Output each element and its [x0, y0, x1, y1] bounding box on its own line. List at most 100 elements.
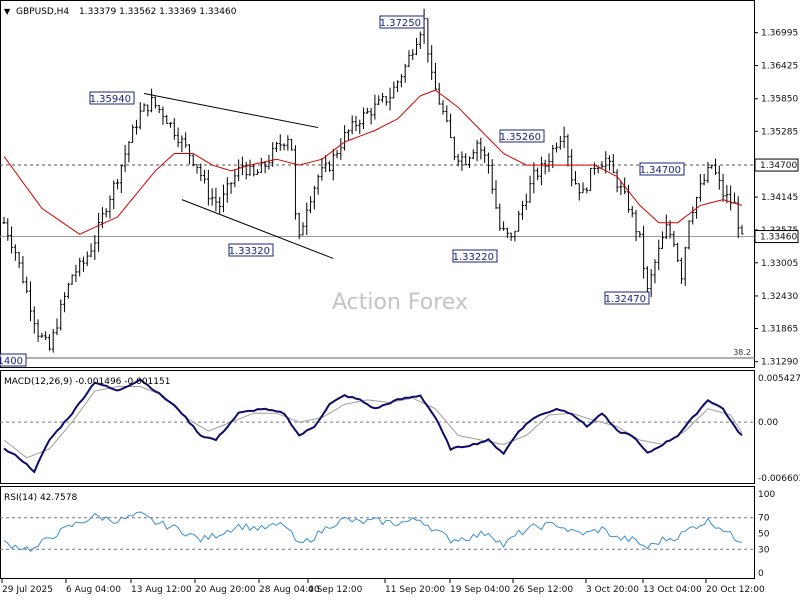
price-bar: [104, 208, 108, 218]
price-bar: [710, 164, 714, 169]
price-bar: [626, 184, 630, 213]
price-bar: [630, 205, 634, 218]
price-bar: [142, 103, 146, 112]
price-bar: [229, 182, 233, 194]
svg-text:1.33220: 1.33220: [453, 252, 494, 263]
price-bar: [456, 154, 460, 167]
price-bar: [687, 220, 691, 250]
swing-price-label: 1.33220: [452, 249, 498, 263]
price-bar: [6, 218, 10, 241]
swing-price-label: 1.34700: [639, 162, 685, 176]
price-bar: [661, 231, 665, 249]
time-axis-tick: 28 Aug 04:00: [259, 585, 320, 595]
price-bar: [214, 187, 218, 212]
svg-text:1.32470: 1.32470: [605, 294, 646, 305]
price-bar: [585, 187, 589, 194]
price-bar: [577, 183, 581, 201]
price-bar: [108, 195, 112, 219]
time-axis-tick: 29 Jul 2025: [2, 585, 53, 595]
time-axis-tick: 13 Aug 12:00: [131, 585, 192, 595]
price-bar: [161, 106, 165, 125]
svg-text:1.35940: 1.35940: [90, 94, 131, 105]
price-bar: [47, 334, 51, 351]
price-bar: [634, 209, 638, 242]
price-axis-tick: 1.36995: [761, 29, 798, 39]
macd-axis-tick: 0.005427: [758, 374, 800, 384]
price-bar: [32, 306, 36, 334]
price-bar: [274, 141, 278, 152]
macd-axis-tick: 0.00: [758, 418, 778, 428]
price-bar: [2, 216, 6, 225]
collapse-arrow-icon[interactable]: ▼: [4, 7, 11, 16]
price-bar: [180, 135, 184, 153]
price-axis-tick: 1.35850: [761, 95, 798, 105]
price-bar: [706, 162, 710, 183]
price-bar: [555, 142, 559, 153]
swing-price-label: 1.32470: [604, 291, 650, 305]
price-bar: [558, 136, 562, 150]
price-bar: [380, 93, 384, 103]
swing-price-label: 1.37250: [379, 15, 425, 29]
macd-panel-frame: [0, 370, 755, 484]
price-bar: [615, 169, 619, 193]
svg-text:1.33320: 1.33320: [229, 246, 270, 257]
resistance-price-tag-text: 1.34700: [760, 161, 797, 171]
price-bar: [123, 145, 127, 172]
price-bar: [10, 226, 14, 254]
price-bar: [611, 153, 615, 174]
price-bar: [263, 161, 267, 174]
price-bar: [218, 196, 222, 214]
price-bar: [134, 119, 138, 135]
price-bar: [426, 18, 430, 63]
price-bar: [532, 162, 536, 194]
time-axis-tick: 20 Aug 20:00: [195, 585, 256, 595]
price-axis-tick: 1.32430: [761, 292, 798, 302]
price-bar: [494, 180, 498, 209]
price-bar: [411, 49, 415, 61]
trendline-2: [181, 199, 334, 259]
price-bar: [252, 164, 256, 177]
price-bar: [316, 174, 320, 195]
price-bar: [290, 138, 294, 151]
rsi-axis-tick: 50: [758, 530, 770, 540]
price-bar: [638, 231, 642, 238]
price-bar: [570, 149, 574, 187]
price-bar: [468, 156, 472, 168]
time-axis-tick: 3 Oct 20:00: [586, 585, 639, 595]
price-bar: [85, 251, 89, 266]
price-bar: [449, 113, 453, 139]
price-bar: [335, 149, 339, 159]
price-axis-tick: 1.35285: [761, 127, 798, 137]
swing-price-label: 1.35260: [499, 129, 545, 143]
swing-price-label: 1400: [0, 353, 27, 367]
price-bar: [127, 141, 131, 163]
price-bar: [78, 257, 82, 277]
price-bar: [324, 154, 328, 173]
price-bar: [248, 159, 252, 177]
price-bar: [592, 162, 596, 175]
price-bar: [176, 127, 180, 148]
price-bar: [433, 62, 437, 90]
price-bar: [445, 105, 449, 123]
price-bar: [653, 259, 657, 284]
price-axis-tick: 1.33005: [761, 259, 798, 269]
svg-text:1400: 1400: [0, 356, 23, 367]
rsi-header: RSI(14) 42.7578: [4, 493, 77, 503]
price-bar: [498, 203, 502, 231]
price-bar: [407, 50, 411, 68]
price-axis-tick: 1.31290: [761, 358, 798, 368]
price-bar: [524, 193, 528, 210]
price-bar: [536, 167, 540, 181]
price-bar: [365, 107, 369, 114]
price-bar: [210, 188, 214, 206]
price-bar: [271, 142, 275, 167]
price-bar: [437, 82, 441, 105]
price-bar: [339, 138, 343, 160]
price-bar: [81, 256, 85, 272]
price-bar: [604, 151, 608, 174]
price-bar: [165, 114, 169, 125]
price-bar: [664, 214, 668, 239]
price-bar: [676, 242, 680, 263]
price-bar: [396, 80, 400, 93]
price-bar: [116, 179, 120, 190]
